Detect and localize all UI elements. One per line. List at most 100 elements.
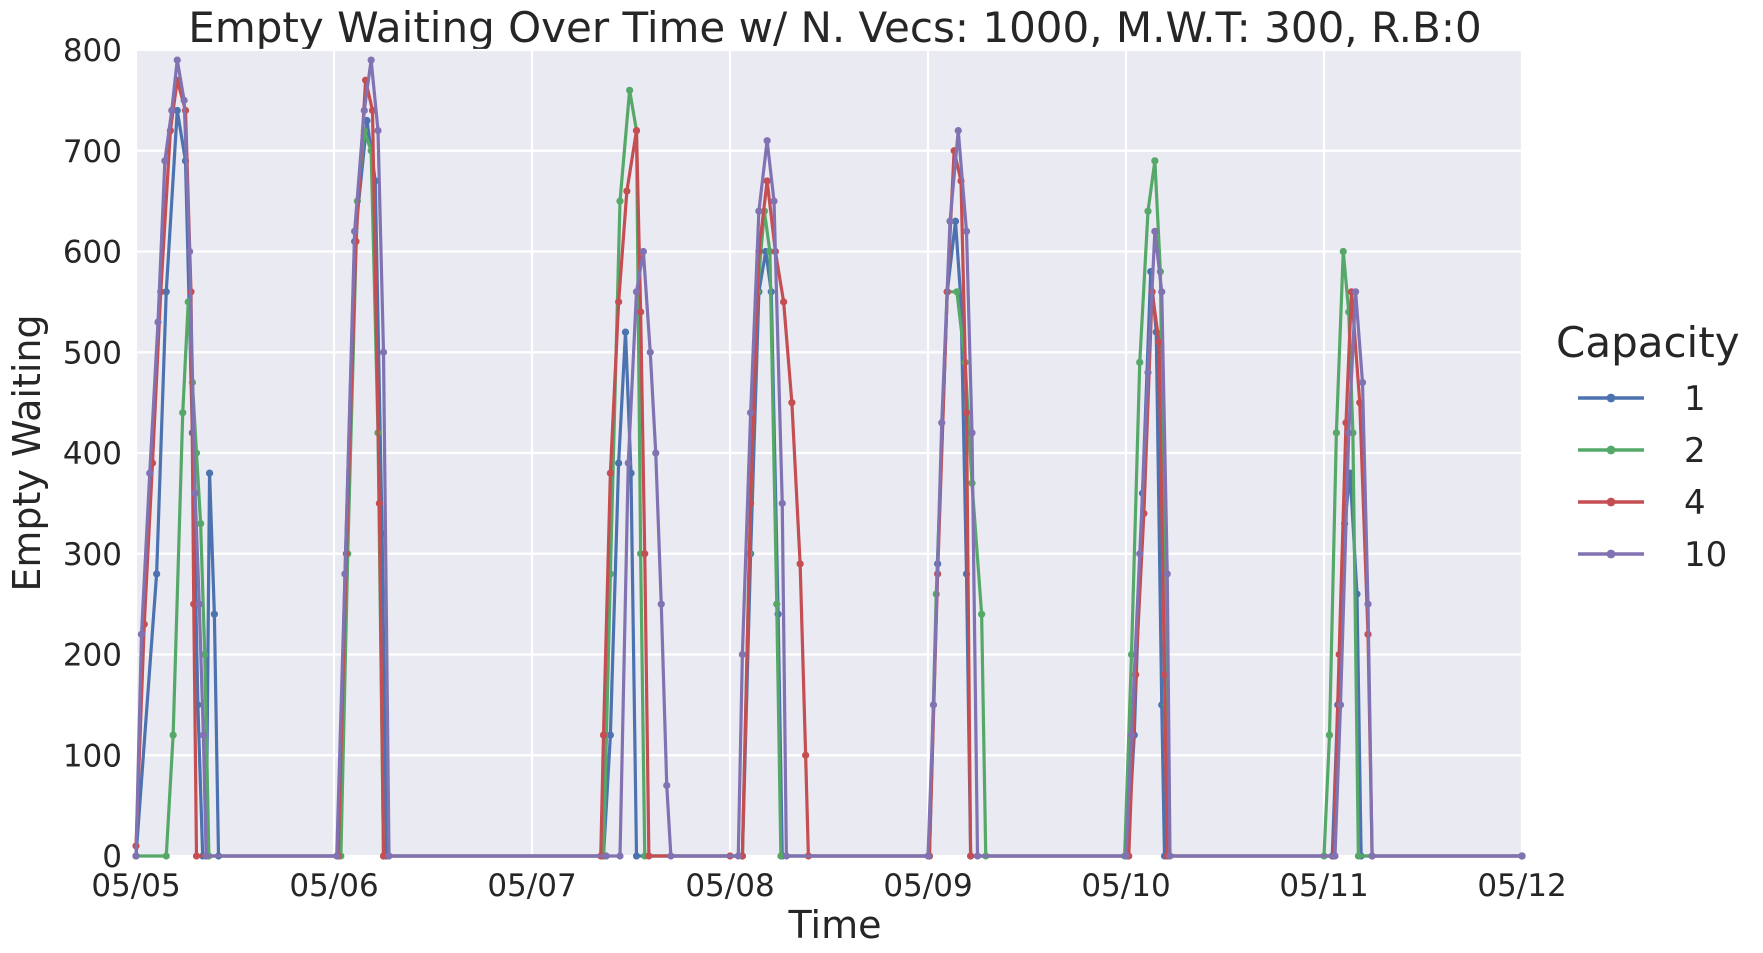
data-point bbox=[1151, 157, 1159, 165]
data-point bbox=[1155, 338, 1163, 346]
data-point bbox=[663, 781, 671, 790]
data-point bbox=[375, 499, 383, 507]
data-point bbox=[639, 247, 647, 256]
x-axis-label: Time bbox=[788, 903, 882, 947]
data-point bbox=[374, 127, 382, 135]
data-point bbox=[734, 852, 742, 860]
y-tick-label: 800 bbox=[63, 33, 122, 69]
data-point bbox=[788, 399, 796, 407]
x-axis-ticks: 05/05 05/06 05/07 05/08 05/09 05/10 05/11 05/12 bbox=[91, 868, 1566, 904]
data-point bbox=[201, 650, 209, 659]
data-point bbox=[766, 247, 774, 256]
x-tick-label: 05/09 bbox=[883, 868, 972, 904]
data-point bbox=[782, 852, 790, 860]
data-point bbox=[192, 852, 201, 860]
data-point bbox=[802, 751, 810, 759]
x-tick-label: 05/12 bbox=[1477, 868, 1566, 904]
chart-title: Empty Waiting Over Time w/ N. Vecs: 1000… bbox=[188, 3, 1481, 52]
series-layer bbox=[132, 56, 1526, 860]
y-tick-label: 700 bbox=[63, 134, 122, 170]
data-point bbox=[962, 227, 971, 235]
data-point bbox=[190, 600, 198, 608]
data-point bbox=[202, 852, 210, 860]
data-point bbox=[1325, 731, 1334, 739]
legend-label: 4 bbox=[1684, 483, 1706, 523]
data-point bbox=[763, 137, 771, 145]
data-point bbox=[973, 852, 982, 860]
data-point bbox=[755, 207, 763, 215]
data-point bbox=[1136, 550, 1144, 558]
data-point bbox=[1518, 852, 1526, 860]
x-tick-label: 05/08 bbox=[685, 868, 774, 904]
legend-item-4: 4 bbox=[1578, 483, 1706, 523]
data-point bbox=[1352, 288, 1360, 296]
legend-marker bbox=[1606, 549, 1616, 559]
data-point bbox=[168, 106, 176, 115]
x-tick-label: 05/05 bbox=[91, 868, 180, 904]
legend: Capacity 1 2 4 10 bbox=[1556, 318, 1740, 575]
data-point bbox=[1364, 600, 1372, 608]
data-point bbox=[210, 610, 218, 618]
grid-layer bbox=[134, 48, 1524, 858]
data-point bbox=[929, 701, 938, 709]
data-point bbox=[137, 630, 146, 638]
data-point bbox=[385, 852, 393, 860]
data-point bbox=[962, 409, 971, 417]
data-point bbox=[616, 852, 624, 860]
data-point bbox=[978, 610, 986, 618]
data-point bbox=[645, 852, 653, 860]
y-tick-label: 500 bbox=[63, 335, 122, 371]
data-point bbox=[173, 106, 181, 115]
data-point bbox=[657, 600, 665, 608]
data-point bbox=[161, 157, 169, 165]
legend-item-10: 10 bbox=[1578, 535, 1727, 575]
x-tick-label: 05/06 bbox=[289, 868, 378, 904]
data-point bbox=[1136, 358, 1144, 366]
data-point bbox=[606, 469, 614, 477]
x-tick-label: 05/11 bbox=[1279, 868, 1368, 904]
data-point bbox=[615, 298, 623, 306]
y-axis-ticks: 0 100 200 300 400 500 600 700 800 bbox=[63, 33, 122, 875]
data-point bbox=[606, 731, 614, 739]
data-point bbox=[773, 600, 781, 608]
data-point bbox=[632, 852, 641, 860]
data-point bbox=[1127, 731, 1136, 739]
data-point bbox=[379, 348, 388, 356]
data-point bbox=[205, 469, 214, 477]
data-point bbox=[154, 318, 162, 326]
y-tick-label: 400 bbox=[63, 436, 122, 472]
legend-marker bbox=[1606, 445, 1616, 455]
data-point bbox=[652, 449, 660, 457]
data-point bbox=[153, 570, 161, 578]
data-point bbox=[1151, 227, 1159, 235]
legend-title: Capacity bbox=[1556, 318, 1740, 367]
data-point bbox=[641, 550, 649, 558]
data-point bbox=[132, 852, 140, 860]
data-point bbox=[351, 227, 359, 235]
data-point bbox=[173, 56, 181, 64]
data-point bbox=[197, 519, 205, 528]
data-point bbox=[954, 127, 962, 135]
data-point bbox=[599, 731, 608, 739]
data-point bbox=[1336, 701, 1345, 709]
data-point bbox=[780, 298, 788, 306]
data-point bbox=[951, 217, 960, 225]
data-point bbox=[624, 459, 632, 467]
data-point bbox=[1358, 378, 1367, 387]
data-point bbox=[341, 570, 349, 578]
data-point bbox=[621, 328, 630, 336]
data-point bbox=[778, 499, 786, 507]
legend-item-2: 2 bbox=[1578, 431, 1706, 471]
legend-label: 2 bbox=[1684, 431, 1706, 471]
data-point bbox=[186, 247, 194, 256]
data-point bbox=[199, 731, 207, 739]
data-point bbox=[379, 852, 388, 860]
y-tick-label: 300 bbox=[63, 537, 122, 573]
data-point bbox=[146, 469, 154, 477]
legend-marker bbox=[1606, 393, 1616, 403]
data-point bbox=[333, 852, 341, 860]
data-point bbox=[763, 177, 771, 185]
data-point bbox=[179, 409, 187, 417]
data-point bbox=[169, 731, 177, 739]
